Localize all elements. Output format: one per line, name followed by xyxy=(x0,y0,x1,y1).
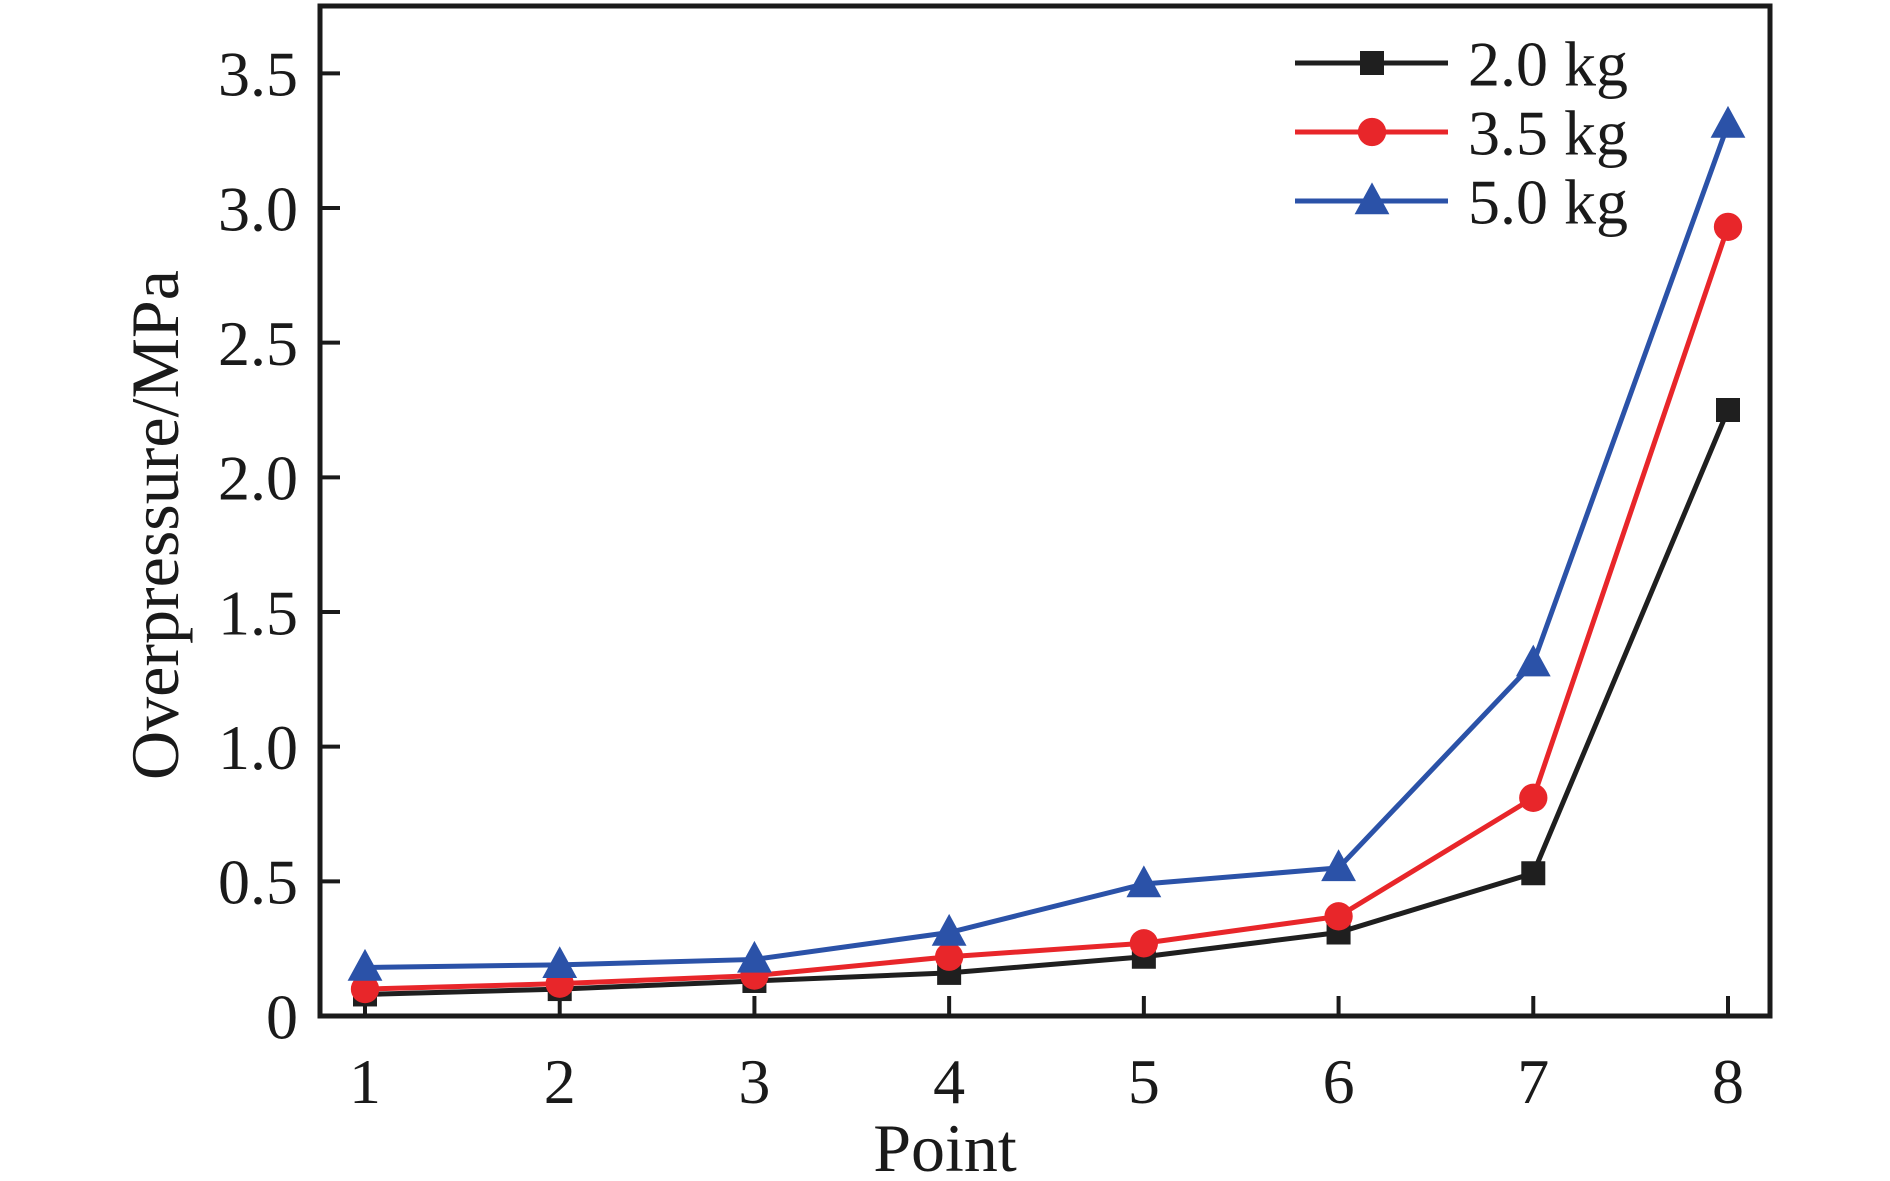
legend-item: 3.5 kg xyxy=(1295,97,1628,168)
circle-marker xyxy=(1129,929,1159,958)
series-2.0-kg xyxy=(353,398,1740,1007)
series-line xyxy=(364,123,1731,971)
triangle-marker xyxy=(737,940,772,973)
x-tick-label: 5 xyxy=(1128,1046,1160,1117)
y-tick-label: 2.0 xyxy=(218,443,298,514)
circle-marker xyxy=(1519,783,1548,813)
triangle-marker xyxy=(1515,644,1551,677)
series-line xyxy=(364,409,1731,997)
x-tick-label: 4 xyxy=(933,1046,965,1117)
legend: 2.0 kg3.5 kg5.0 kg xyxy=(1295,28,1628,237)
series-5.0-kg xyxy=(347,105,1746,981)
y-axis: 0 0.5 1.0 1.5 2.0 2.5 3.0 3.5 xyxy=(218,39,340,1052)
legend-label: 5.0 kg xyxy=(1468,166,1628,237)
circle-marker xyxy=(350,974,380,1004)
triangle-marker xyxy=(1126,865,1162,898)
y-tick-label: 1.5 xyxy=(218,577,298,648)
y-tick-label: 0.5 xyxy=(218,847,298,918)
x-axis: 1 2 3 4 5 6 7 8 xyxy=(349,996,1744,1117)
x-tick-label: 3 xyxy=(738,1046,770,1117)
y-axis-title: Overpressure/MPa xyxy=(117,270,193,780)
circle-marker xyxy=(1713,212,1743,242)
square-marker xyxy=(1716,398,1740,422)
triangle-marker xyxy=(931,913,967,946)
legend-label: 2.0 kg xyxy=(1468,28,1628,99)
circle-marker xyxy=(934,942,964,971)
circle-marker xyxy=(1324,902,1353,931)
y-tick-label: 1.0 xyxy=(218,712,298,783)
y-tick-label: 3.0 xyxy=(218,173,298,244)
x-tick-label: 2 xyxy=(544,1046,576,1117)
circle-marker xyxy=(1357,117,1387,147)
legend-label: 3.5 kg xyxy=(1468,97,1628,168)
series-line xyxy=(364,226,1731,992)
x-axis-title: Point xyxy=(873,1110,1017,1181)
triangle-marker xyxy=(542,946,578,979)
x-tick-label: 6 xyxy=(1323,1046,1355,1117)
x-tick-label: 8 xyxy=(1712,1046,1744,1117)
square-marker xyxy=(1521,861,1546,886)
x-tick-label: 7 xyxy=(1517,1046,1549,1117)
y-tick-label: 3.5 xyxy=(218,39,298,110)
triangle-marker xyxy=(1354,182,1390,215)
triangle-marker xyxy=(1710,105,1746,138)
legend-item: 5.0 kg xyxy=(1295,166,1628,237)
plot-frame xyxy=(317,3,1773,1019)
x-tick-label: 1 xyxy=(349,1046,381,1117)
legend-item: 2.0 kg xyxy=(1295,28,1628,99)
y-tick-label: 0 xyxy=(266,981,298,1052)
triangle-marker xyxy=(347,948,383,981)
y-tick-label: 2.5 xyxy=(218,308,298,379)
square-marker xyxy=(1360,51,1384,75)
triangle-marker xyxy=(1321,849,1356,882)
